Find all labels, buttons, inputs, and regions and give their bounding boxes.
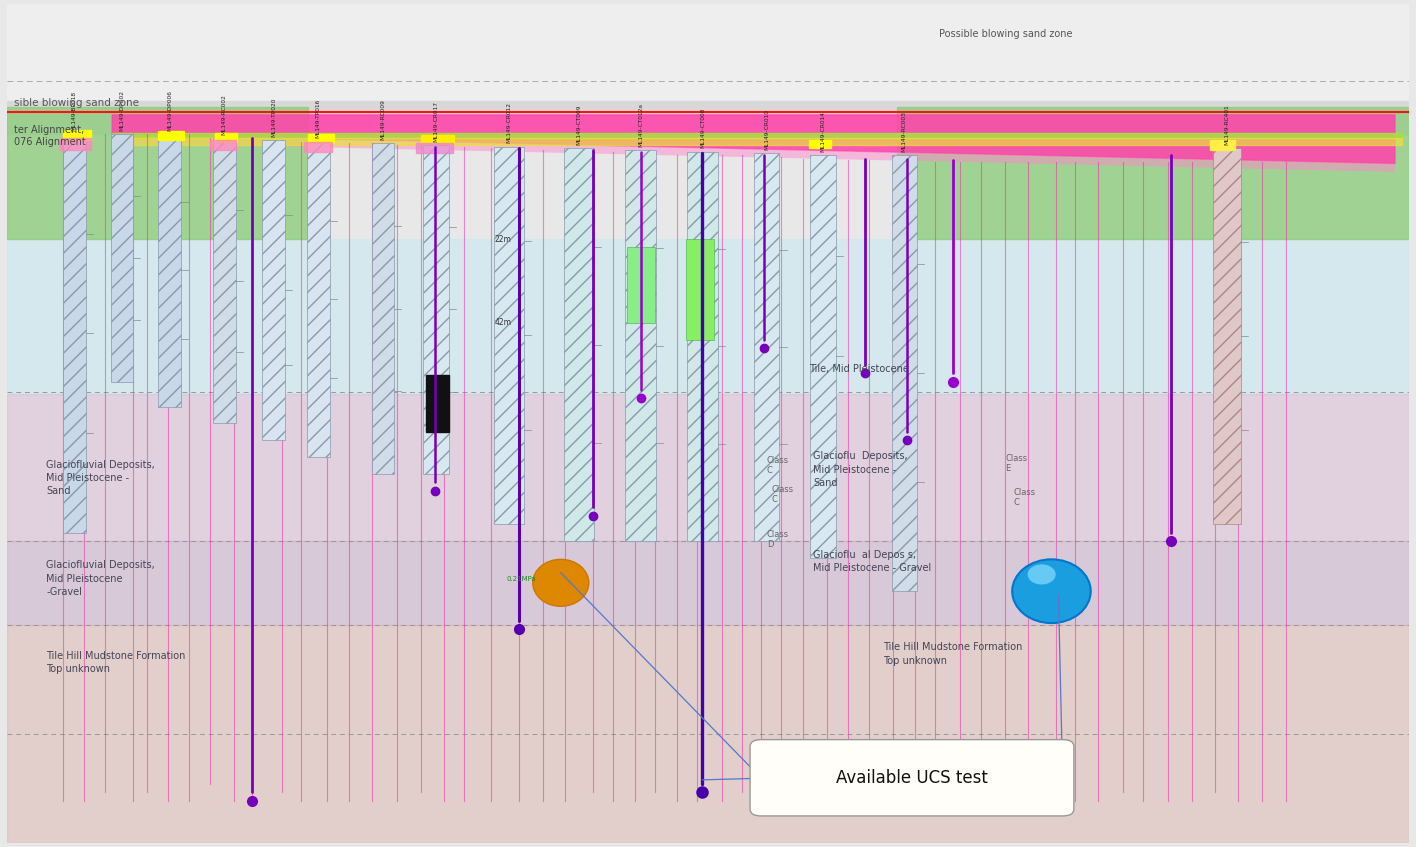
Bar — [371, 143, 394, 473]
Text: ML149-RC003: ML149-RC003 — [902, 111, 906, 152]
Bar — [7, 101, 1409, 134]
Text: ML149-CT012a: ML149-CT012a — [639, 102, 643, 147]
Text: Class
C: Class C — [772, 485, 793, 505]
Ellipse shape — [1028, 564, 1056, 584]
Bar — [809, 140, 831, 148]
Bar — [159, 134, 181, 407]
Text: Glacioflu  Deposits,
Mid Pleistocene -
Sand: Glacioflu Deposits, Mid Pleistocene - Sa… — [813, 451, 908, 488]
Bar — [61, 138, 91, 150]
Bar — [7, 541, 1409, 625]
Text: 42m: 42m — [496, 318, 513, 328]
Text: ML149-CR012: ML149-CR012 — [507, 102, 511, 143]
Text: Possible blowing sand zone: Possible blowing sand zone — [939, 29, 1073, 39]
Bar — [307, 141, 330, 457]
Bar — [423, 145, 449, 473]
Bar — [64, 130, 91, 140]
Bar — [309, 134, 334, 142]
Text: sible blowing sand zone: sible blowing sand zone — [14, 98, 139, 108]
Text: ML149-RC401: ML149-RC401 — [1225, 104, 1229, 145]
Bar — [112, 133, 1402, 138]
Text: Class
C: Class C — [767, 456, 789, 475]
Text: ML149-DP006: ML149-DP006 — [167, 90, 173, 130]
Text: Glaciofluvial Deposits,
Mid Pleistocene -
Sand: Glaciofluvial Deposits, Mid Pleistocene … — [47, 460, 156, 496]
Text: ML149-RC009: ML149-RC009 — [381, 99, 385, 140]
Text: Tile Hill Mudstone Formation
Top unknown: Tile Hill Mudstone Formation Top unknown — [884, 643, 1022, 666]
Bar — [215, 132, 236, 141]
Bar — [7, 107, 309, 239]
Text: ML149-CR014: ML149-CR014 — [820, 111, 826, 152]
Bar — [110, 134, 133, 381]
Text: Tile, Mid Pleistocene: Tile, Mid Pleistocene — [809, 364, 909, 374]
Text: Class
E: Class E — [1005, 454, 1028, 473]
Bar — [892, 155, 918, 591]
Bar — [898, 107, 1409, 239]
Bar — [7, 394, 1409, 541]
Text: Glaciofluvial Deposits,
Mid Pleistocene
-Gravel: Glaciofluvial Deposits, Mid Pleistocene … — [47, 561, 156, 597]
Bar — [416, 143, 453, 153]
Text: ML149-CR010: ML149-CR010 — [765, 109, 769, 150]
Polygon shape — [112, 134, 1395, 172]
Bar — [1212, 148, 1240, 524]
Bar — [1209, 140, 1235, 150]
Bar — [755, 153, 779, 541]
Bar — [262, 140, 285, 440]
Bar — [564, 148, 595, 541]
Bar — [7, 625, 1409, 843]
Bar — [159, 130, 184, 140]
Bar — [494, 147, 524, 524]
Text: ML149-TP020: ML149-TP020 — [270, 97, 276, 136]
Text: ML149-CT009: ML149-CT009 — [576, 105, 582, 145]
Bar — [421, 135, 455, 143]
Bar — [214, 138, 235, 424]
Text: 22m: 22m — [496, 235, 511, 244]
Text: Class
D: Class D — [767, 529, 789, 549]
Bar — [64, 134, 85, 533]
Bar — [7, 239, 1409, 394]
Text: ter Alignment,
076 Alignment: ter Alignment, 076 Alignment — [14, 125, 86, 147]
Text: ML149-CR017: ML149-CR017 — [433, 101, 439, 141]
Bar — [626, 150, 656, 541]
Bar — [211, 140, 235, 150]
Bar — [304, 141, 333, 152]
Bar — [627, 247, 654, 323]
Text: 0.21MPa: 0.21MPa — [506, 576, 535, 582]
Text: ML149-BP018: ML149-BP018 — [72, 91, 76, 130]
Bar — [810, 155, 835, 557]
Text: Glacioflu  al Depos s,
Mid Pleistocene - Gravel: Glacioflu al Depos s, Mid Pleistocene - … — [813, 551, 932, 573]
Text: Available UCS test: Available UCS test — [835, 769, 988, 787]
Bar — [687, 152, 718, 541]
Text: Tile Hill Mudstone Formation
Top unknown: Tile Hill Mudstone Formation Top unknown — [47, 650, 185, 674]
Polygon shape — [112, 115, 1395, 163]
Text: ML149-DP002: ML149-DP002 — [119, 90, 125, 130]
Text: ML149-CT008: ML149-CT008 — [700, 108, 705, 148]
FancyBboxPatch shape — [750, 739, 1073, 816]
Text: ML149-RC002: ML149-RC002 — [222, 94, 227, 135]
Ellipse shape — [1012, 559, 1090, 623]
Bar — [112, 138, 1402, 145]
Bar — [7, 4, 1409, 101]
Text: ML149-TP016: ML149-TP016 — [316, 99, 321, 138]
Ellipse shape — [532, 559, 589, 606]
Bar — [426, 375, 449, 432]
Bar — [685, 239, 714, 340]
Text: Class
C: Class C — [1014, 488, 1035, 507]
